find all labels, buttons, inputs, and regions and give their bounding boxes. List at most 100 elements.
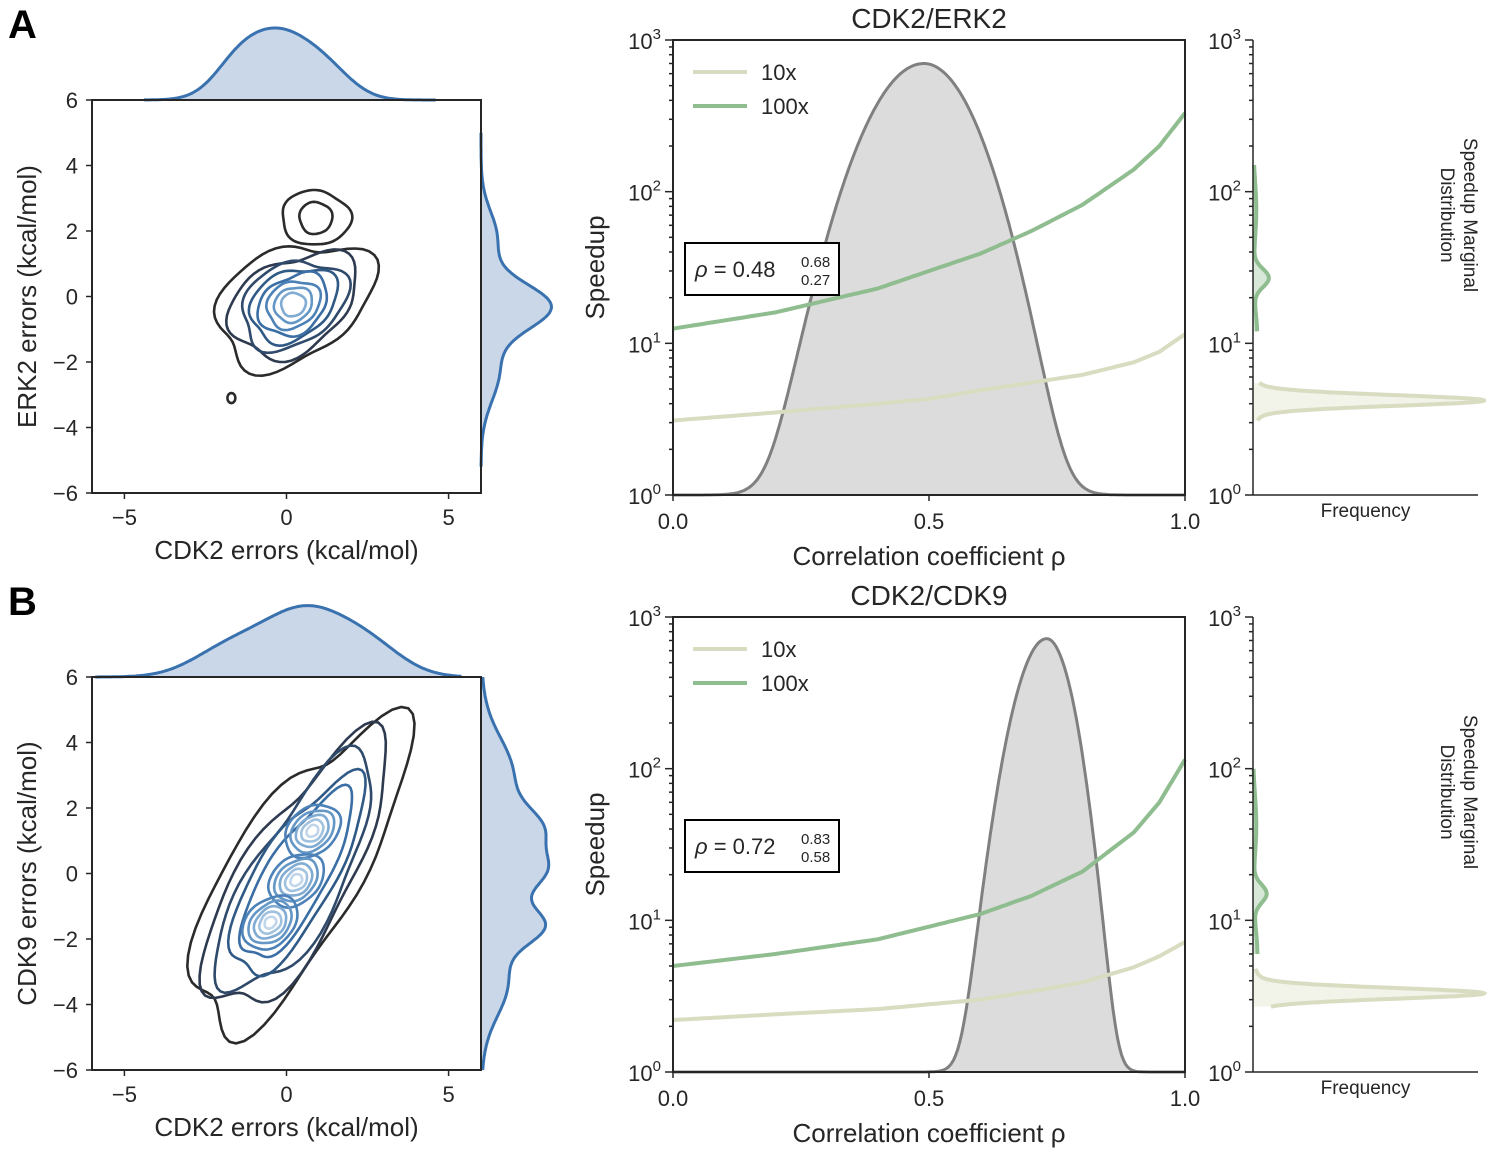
joint-axes-frame (91, 676, 482, 1071)
contour-line (256, 269, 329, 339)
contour-line (258, 910, 283, 935)
y-tick-label: 101 (1208, 906, 1241, 934)
y-tick-label: 100 (1208, 1058, 1241, 1086)
x-tick-label: −5 (112, 1082, 137, 1107)
contour-line (263, 915, 278, 930)
y-tick-label: −6 (53, 481, 78, 506)
speedup-y-axis-label: Speedup (580, 792, 610, 896)
contour-line (213, 744, 373, 995)
y-tick-label: 103 (1208, 603, 1241, 631)
distribution-line (673, 62, 1185, 497)
y-tick-label: −4 (53, 416, 78, 441)
top-marginal-fill (143, 28, 436, 100)
distribution-fill (673, 638, 1185, 1072)
legend-label-100x: 100x (761, 671, 809, 696)
marginal-line-10x (1255, 381, 1486, 422)
y-tick-label: 2 (66, 796, 78, 821)
y-tick-label: 101 (628, 906, 661, 934)
chart-title: CDK2/CDK9 (850, 580, 1007, 611)
marginal-x-axis-label: Frequency (1321, 1078, 1411, 1099)
x-tick-label: 0 (280, 1082, 292, 1107)
speedup-x-axis-label: Correlation coefficient ρ (793, 1118, 1066, 1148)
y-tick-label: 100 (628, 1058, 661, 1086)
joint-y-axis-label: CDK9 errors (kcal/mol) (12, 741, 42, 1005)
marginal-y-axis-label: Distribution (1436, 167, 1457, 262)
y-tick-label: 102 (628, 178, 661, 206)
series-line-10x (672, 940, 1186, 1023)
x-tick-label: 5 (442, 1082, 454, 1107)
y-tick-label: 102 (628, 755, 661, 783)
marginal-y-axis-label: Distribution (1436, 744, 1457, 839)
y-tick-label: 103 (628, 603, 661, 631)
y-tick-label: 4 (66, 731, 78, 756)
contour-line (279, 291, 308, 318)
contour-line (305, 823, 320, 838)
panel-a: A −5 0 5 −6 −4 −2 0 2 4 6 CDK2 errors (kcal/mol) ERK… (8, 3, 1486, 571)
x-tick-label: 0 (280, 505, 292, 530)
joint-y-axis-label: ERK2 errors (kcal/mol) (12, 165, 42, 428)
contour-line (289, 872, 304, 888)
contour-line (226, 391, 237, 405)
series-line-10x (672, 332, 1187, 423)
legend-label-10x: 10x (761, 637, 796, 662)
contour-line (247, 268, 340, 348)
contour-line (240, 259, 353, 355)
y-tick-label: 0 (66, 862, 78, 887)
y-tick-label: 100 (628, 481, 661, 509)
marginal-y-axis-label: Speedup Marginal (1459, 715, 1480, 869)
right-marginal-line (481, 676, 551, 1071)
contour-line (289, 809, 336, 855)
contour-line (252, 904, 288, 940)
annotation-lower: 0.27 (801, 272, 830, 289)
contour-line (283, 867, 309, 893)
annotation-upper: 0.83 (801, 831, 830, 848)
contour-line (294, 813, 330, 849)
x-tick-label: 0.0 (658, 1086, 689, 1111)
panel-letter: A (8, 3, 37, 47)
y-tick-label: 6 (66, 665, 78, 690)
contour-line (272, 286, 314, 325)
y-tick-label: −6 (53, 1058, 78, 1083)
y-tick-label: 102 (1208, 178, 1241, 206)
annotation-box (684, 242, 840, 296)
panel-letter: B (8, 580, 37, 624)
series-line-100x (672, 111, 1187, 331)
right-marginal-fill (481, 132, 552, 467)
contour-line (212, 244, 381, 378)
annotation-text: ρ = 0.48 (694, 257, 776, 282)
x-tick-label: 0.5 (914, 509, 945, 534)
panel-b: B −5 0 5 −6 −4 −2 0 2 4 6 CDK2 errors (kcal/mol) CDK… (8, 580, 1488, 1148)
contour-line (185, 705, 416, 1045)
series-line-100x (672, 758, 1187, 968)
marginal-x-axis-label: Frequency (1321, 501, 1411, 522)
joint-axes-frame (91, 99, 482, 494)
annotation-lower: 0.58 (801, 849, 830, 866)
y-tick-label: 100 (1208, 481, 1241, 509)
contour-line (281, 188, 354, 246)
contour-group (212, 188, 381, 405)
x-tick-label: 0.5 (914, 1086, 945, 1111)
y-tick-label: 4 (66, 154, 78, 179)
y-tick-label: 103 (628, 26, 661, 54)
contour-line (299, 818, 325, 843)
y-tick-label: −2 (53, 350, 78, 375)
y-tick-label: −2 (53, 927, 78, 952)
contour-line (247, 899, 293, 945)
annotation-text: ρ = 0.72 (694, 834, 776, 859)
y-tick-label: 102 (1208, 755, 1241, 783)
y-tick-label: 101 (628, 329, 661, 357)
chart-title: CDK2/ERK2 (851, 3, 1007, 34)
x-tick-label: 5 (442, 505, 454, 530)
right-marginal-fill (481, 677, 549, 1070)
annotation-box (684, 819, 840, 873)
marginal-line-100x (1251, 768, 1269, 954)
marginal-fill-100x (1253, 164, 1269, 332)
y-tick-label: 103 (1208, 26, 1241, 54)
joint-x-axis-label: CDK2 errors (kcal/mol) (154, 1112, 418, 1142)
x-tick-label: 1.0 (1170, 1086, 1201, 1111)
y-tick-label: 0 (66, 285, 78, 310)
y-tick-label: −4 (53, 993, 78, 1018)
marginal-line-10x (1253, 968, 1488, 1009)
annotation-upper: 0.68 (801, 254, 830, 271)
